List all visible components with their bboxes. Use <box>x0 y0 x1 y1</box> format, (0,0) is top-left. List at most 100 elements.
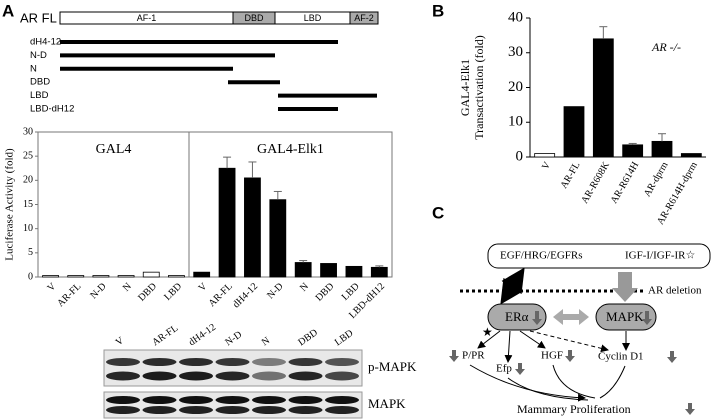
band <box>215 406 250 414</box>
bar <box>244 177 261 278</box>
band <box>142 396 177 404</box>
y-tick-label: 25 <box>23 150 33 161</box>
arrow <box>477 330 501 349</box>
lane-label: LBD <box>333 328 356 348</box>
domain-label: AF-1 <box>137 13 157 23</box>
band <box>288 406 323 414</box>
band <box>179 406 213 414</box>
band <box>179 371 213 381</box>
x-tick-label: AR-dprm <box>642 160 671 199</box>
x-tick-label: AR-R614H <box>609 160 642 205</box>
bar <box>534 153 556 158</box>
band <box>179 396 213 404</box>
construct-title: AR FL <box>20 10 57 25</box>
construct-label: dH4-12 <box>30 37 61 48</box>
x-tick-label: AR-R608K <box>579 159 612 205</box>
band <box>215 371 250 381</box>
band <box>325 406 359 414</box>
y-axis-label: GAL4-Elk1 <box>458 59 472 116</box>
target-label: HGF <box>541 350 563 362</box>
receptor-label: EGF/HRG/EGFRs <box>500 250 583 262</box>
band <box>142 371 177 381</box>
error-bar <box>375 265 384 268</box>
bar <box>680 153 702 158</box>
band <box>325 371 359 381</box>
x-tick-label: N-D <box>265 281 285 301</box>
bar <box>622 144 644 158</box>
bar <box>345 265 363 278</box>
bar <box>218 167 236 278</box>
blot-frame <box>103 391 363 419</box>
x-tick-label: V <box>45 280 58 293</box>
target-label: P/PR <box>462 350 485 362</box>
band <box>288 371 323 381</box>
lane-label: DBD <box>296 327 320 348</box>
arrow <box>504 330 513 363</box>
bar <box>168 275 185 278</box>
bar <box>592 38 614 158</box>
y-tick-label: 0 <box>516 148 524 164</box>
pathway-diagram: EGF/HRG/EGFRs IGF-I/IGF-IR☆ AR deletion … <box>449 243 711 416</box>
construct-label: N-D <box>30 50 47 61</box>
lane-label: N <box>260 335 272 348</box>
band <box>215 358 250 366</box>
band <box>252 396 286 404</box>
er-label: ERα <box>505 309 529 324</box>
row-label: p-MAPK <box>368 359 417 374</box>
receptor-box <box>487 243 711 269</box>
construct-map: AF-1 DBD LBD AF-2 dH4-12 N-D N DBD LBD LBD-dH12 <box>30 11 379 115</box>
bar <box>370 266 388 278</box>
western-blot: V AR-FL dH4-12 N-D N DBD LBD p-MAPK MAPK <box>103 322 417 419</box>
outcome-label: Mammary Proliferation <box>517 402 631 416</box>
panel-label: C <box>432 203 444 222</box>
y-tick-label: 10 <box>23 223 33 234</box>
bar <box>269 199 287 278</box>
arrow <box>529 330 609 353</box>
band <box>325 396 359 404</box>
band <box>106 371 140 381</box>
bar <box>42 275 59 278</box>
band <box>288 358 323 366</box>
y-tick-label: 20 <box>23 175 33 186</box>
bar <box>320 263 337 278</box>
mapk-box <box>595 303 657 331</box>
er-box <box>487 303 547 331</box>
arrow <box>469 364 586 402</box>
error-bar <box>658 133 666 142</box>
domain-label: LBD <box>304 13 322 23</box>
lane-label: N-D <box>223 329 244 348</box>
error-bar <box>299 260 308 263</box>
x-tick-label: N <box>298 281 311 294</box>
y-axis-label: Luciferase Activity (fold) <box>4 148 16 261</box>
bar <box>67 275 85 278</box>
lane-label: V <box>114 335 127 349</box>
error-bar <box>599 26 608 39</box>
error-bar <box>628 142 637 145</box>
x-tick-label: AR-FL <box>207 281 235 309</box>
arrow <box>519 330 546 349</box>
bar <box>563 106 585 158</box>
x-tick-label: DBD <box>136 281 159 304</box>
band <box>106 396 140 404</box>
domain-label: AF-2 <box>354 13 374 23</box>
error-bar <box>223 156 232 169</box>
arrow <box>599 365 626 399</box>
x-tick-label: LBD <box>340 281 362 303</box>
down-icon <box>449 350 695 415</box>
x-tick-label: N-D <box>88 281 108 301</box>
x-tick-label: DBD <box>314 281 337 304</box>
deletion-label: AR deletion <box>648 285 702 297</box>
x-tick-label: dH4-12 <box>231 281 260 310</box>
x-tick-label: V <box>540 159 554 171</box>
band <box>142 358 177 366</box>
band <box>252 406 286 414</box>
domain-label: DBD <box>244 13 264 23</box>
lane-label: dH4-12 <box>187 322 218 349</box>
band <box>215 396 250 404</box>
arrow <box>552 364 596 399</box>
panel-title: GAL4 <box>96 142 132 157</box>
domain <box>349 11 379 25</box>
construct-label: DBD <box>30 77 50 88</box>
